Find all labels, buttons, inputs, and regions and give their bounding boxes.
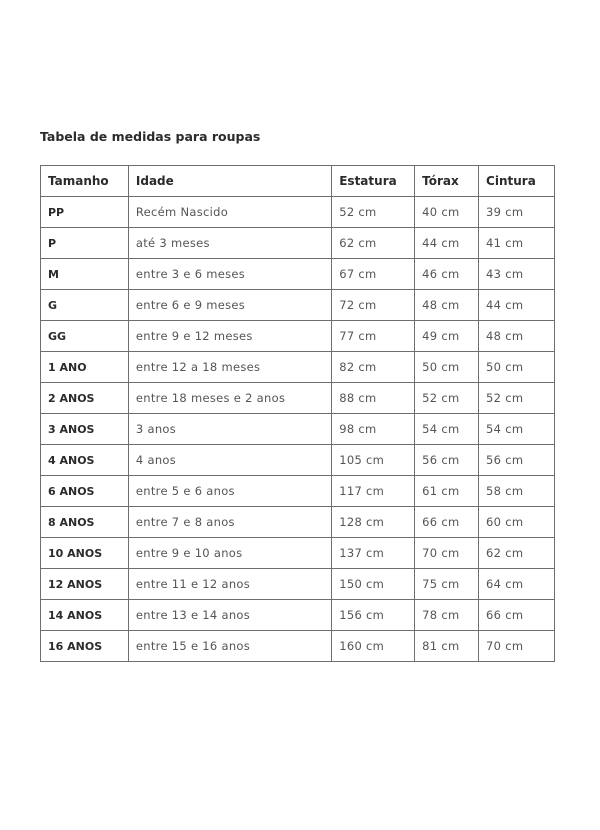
cell-chest: 61 cm xyxy=(414,475,480,507)
cell-size: 2 ANOS xyxy=(40,382,129,414)
table-row: 10 ANOS entre 9 e 10 anos 137 cm 70 cm 62 cm xyxy=(40,537,555,569)
table-row: PP Recém Nascido 52 cm 40 cm 39 cm xyxy=(40,196,555,228)
cell-age: entre 3 e 6 meses xyxy=(127,258,333,290)
cell-size: 4 ANOS xyxy=(40,444,129,476)
cell-chest: 40 cm xyxy=(414,196,480,228)
cell-height: 105 cm xyxy=(331,444,416,476)
cell-age: entre 11 e 12 anos xyxy=(127,568,333,600)
table-row: 2 ANOS entre 18 meses e 2 anos 88 cm 52 cm 5… xyxy=(40,382,555,414)
cell-waist: 64 cm xyxy=(478,568,555,600)
cell-height: 160 cm xyxy=(331,630,416,662)
cell-height: 150 cm xyxy=(331,568,416,600)
table-row: 12 ANOS entre 11 e 12 anos 150 cm 75 cm 64 c… xyxy=(40,568,555,600)
cell-age: Recém Nascido xyxy=(127,196,333,228)
cell-age: 4 anos xyxy=(127,444,333,476)
table-header-row: Tamanho Idade Estatura Tórax Cintura xyxy=(40,165,555,197)
size-table: Tamanho Idade Estatura Tórax Cintura PP R… xyxy=(40,165,555,662)
cell-size: 10 ANOS xyxy=(40,537,129,569)
table-row: GG entre 9 e 12 meses 77 cm 49 cm 48 cm xyxy=(40,320,555,352)
cell-age: entre 7 e 8 anos xyxy=(127,506,333,538)
cell-waist: 60 cm xyxy=(478,506,555,538)
cell-size: G xyxy=(40,289,129,321)
cell-size: 6 ANOS xyxy=(40,475,129,507)
cell-size: 8 ANOS xyxy=(40,506,129,538)
cell-height: 117 cm xyxy=(331,475,416,507)
cell-age: entre 13 e 14 anos xyxy=(127,599,333,631)
cell-age: entre 15 e 16 anos xyxy=(127,630,333,662)
cell-size: 16 ANOS xyxy=(40,630,129,662)
cell-height: 128 cm xyxy=(331,506,416,538)
header-tamanho: Tamanho xyxy=(40,165,129,197)
cell-chest: 50 cm xyxy=(414,351,480,383)
header-cintura: Cintura xyxy=(478,165,555,197)
table-row: 3 ANOS 3 anos 98 cm 54 cm 54 cm xyxy=(40,413,555,445)
cell-chest: 54 cm xyxy=(414,413,480,445)
cell-height: 52 cm xyxy=(331,196,416,228)
cell-waist: 66 cm xyxy=(478,599,555,631)
cell-chest: 49 cm xyxy=(414,320,480,352)
table-row: 14 ANOS entre 13 e 14 anos 156 cm 78 cm 66 c… xyxy=(40,599,555,631)
cell-size: GG xyxy=(40,320,129,352)
cell-chest: 44 cm xyxy=(414,227,480,259)
table-row: 16 ANOS entre 15 e 16 anos 160 cm 81 cm 70 c… xyxy=(40,630,555,662)
cell-waist: 50 cm xyxy=(478,351,555,383)
header-estatura: Estatura xyxy=(331,165,416,197)
cell-height: 77 cm xyxy=(331,320,416,352)
cell-size: M xyxy=(40,258,129,290)
cell-height: 72 cm xyxy=(331,289,416,321)
cell-chest: 52 cm xyxy=(414,382,480,414)
cell-height: 137 cm xyxy=(331,537,416,569)
cell-age: entre 9 e 10 anos xyxy=(127,537,333,569)
cell-waist: 62 cm xyxy=(478,537,555,569)
cell-size: 1 ANO xyxy=(40,351,129,383)
table-row: 1 ANO entre 12 a 18 meses 82 cm 50 cm 50 cm xyxy=(40,351,555,383)
cell-age: entre 6 e 9 meses xyxy=(127,289,333,321)
cell-waist: 43 cm xyxy=(478,258,555,290)
cell-chest: 75 cm xyxy=(414,568,480,600)
cell-height: 156 cm xyxy=(331,599,416,631)
cell-waist: 44 cm xyxy=(478,289,555,321)
page-title: Tabela de medidas para roupas xyxy=(40,129,261,144)
cell-chest: 56 cm xyxy=(414,444,480,476)
cell-height: 82 cm xyxy=(331,351,416,383)
cell-size: P xyxy=(40,227,129,259)
cell-waist: 58 cm xyxy=(478,475,555,507)
cell-chest: 48 cm xyxy=(414,289,480,321)
cell-chest: 78 cm xyxy=(414,599,480,631)
cell-waist: 39 cm xyxy=(478,196,555,228)
cell-age: entre 18 meses e 2 anos xyxy=(127,382,333,414)
cell-waist: 52 cm xyxy=(478,382,555,414)
cell-age: entre 9 e 12 meses xyxy=(127,320,333,352)
cell-age: entre 5 e 6 anos xyxy=(127,475,333,507)
header-idade: Idade xyxy=(127,165,333,197)
cell-age: entre 12 a 18 meses xyxy=(127,351,333,383)
cell-chest: 70 cm xyxy=(414,537,480,569)
cell-chest: 81 cm xyxy=(414,630,480,662)
cell-age: 3 anos xyxy=(127,413,333,445)
cell-waist: 70 cm xyxy=(478,630,555,662)
cell-size: 3 ANOS xyxy=(40,413,129,445)
cell-age: até 3 meses xyxy=(127,227,333,259)
cell-size: 12 ANOS xyxy=(40,568,129,600)
table-row: 6 ANOS entre 5 e 6 anos 117 cm 61 cm 58 cm xyxy=(40,475,555,507)
cell-chest: 46 cm xyxy=(414,258,480,290)
table-row: 4 ANOS 4 anos 105 cm 56 cm 56 cm xyxy=(40,444,555,476)
cell-size: PP xyxy=(40,196,129,228)
cell-size: 14 ANOS xyxy=(40,599,129,631)
cell-waist: 54 cm xyxy=(478,413,555,445)
cell-height: 88 cm xyxy=(331,382,416,414)
table-row: 8 ANOS entre 7 e 8 anos 128 cm 66 cm 60 cm xyxy=(40,506,555,538)
cell-waist: 56 cm xyxy=(478,444,555,476)
cell-waist: 41 cm xyxy=(478,227,555,259)
cell-height: 67 cm xyxy=(331,258,416,290)
header-torax: Tórax xyxy=(414,165,480,197)
cell-height: 62 cm xyxy=(331,227,416,259)
cell-waist: 48 cm xyxy=(478,320,555,352)
cell-chest: 66 cm xyxy=(414,506,480,538)
cell-height: 98 cm xyxy=(331,413,416,445)
